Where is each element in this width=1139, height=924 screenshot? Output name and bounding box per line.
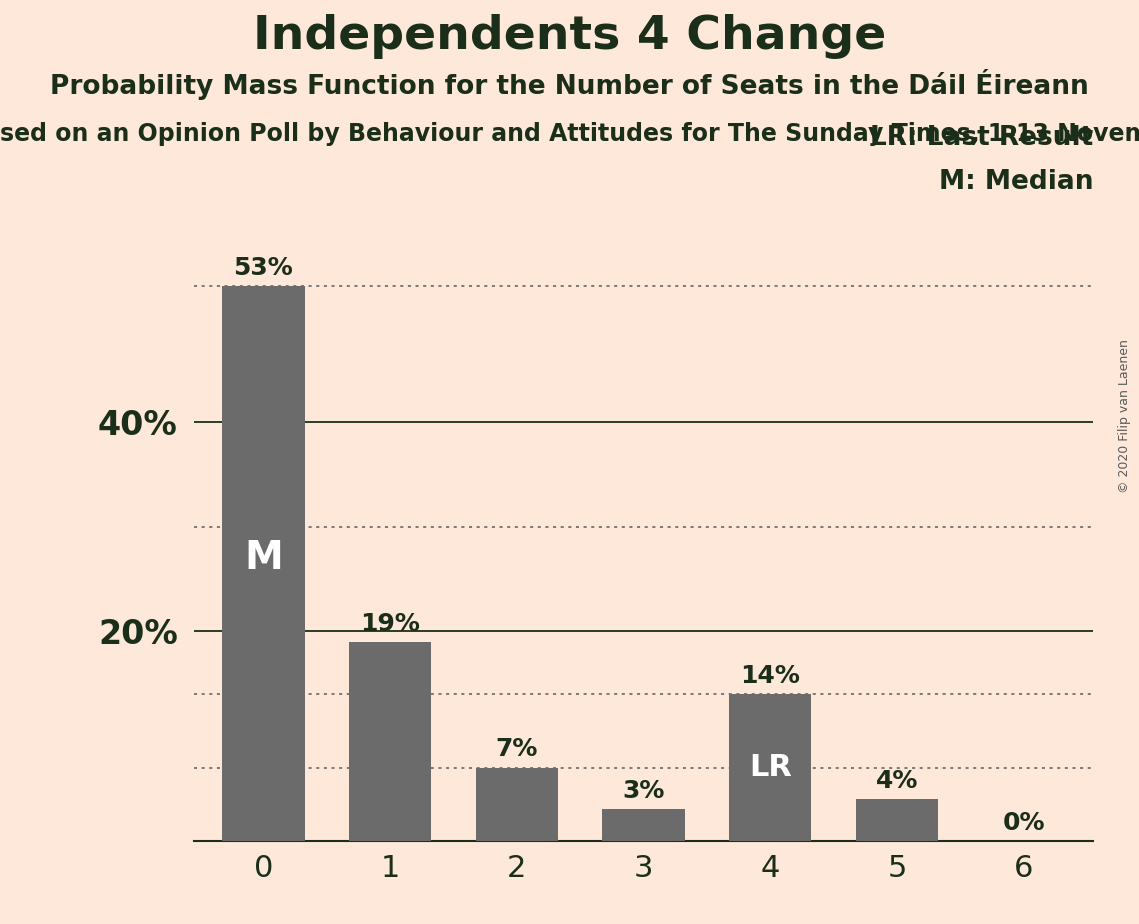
Bar [855,799,939,841]
Text: M: Median: M: Median [939,168,1093,195]
Bar [349,642,432,841]
Bar [476,768,558,841]
Text: 14%: 14% [740,664,801,688]
Text: LR: LR [748,753,792,782]
Bar [729,694,811,841]
Text: LR: Last Result: LR: Last Result [870,125,1093,151]
Text: sed on an Opinion Poll by Behaviour and Attitudes for The Sunday Times, 1–13 Nov: sed on an Opinion Poll by Behaviour and … [0,122,1139,146]
Text: Probability Mass Function for the Number of Seats in the Dáil Éireann: Probability Mass Function for the Number… [50,69,1089,101]
Text: 3%: 3% [622,779,665,803]
Bar [222,286,304,841]
Text: 0%: 0% [1002,810,1044,834]
Bar [603,809,685,841]
Text: © 2020 Filip van Laenen: © 2020 Filip van Laenen [1118,339,1131,492]
Text: 53%: 53% [233,256,293,280]
Text: 19%: 19% [360,612,420,636]
Text: 4%: 4% [876,769,918,793]
Text: Independents 4 Change: Independents 4 Change [253,14,886,59]
Text: 7%: 7% [495,737,538,761]
Text: M: M [244,539,282,578]
